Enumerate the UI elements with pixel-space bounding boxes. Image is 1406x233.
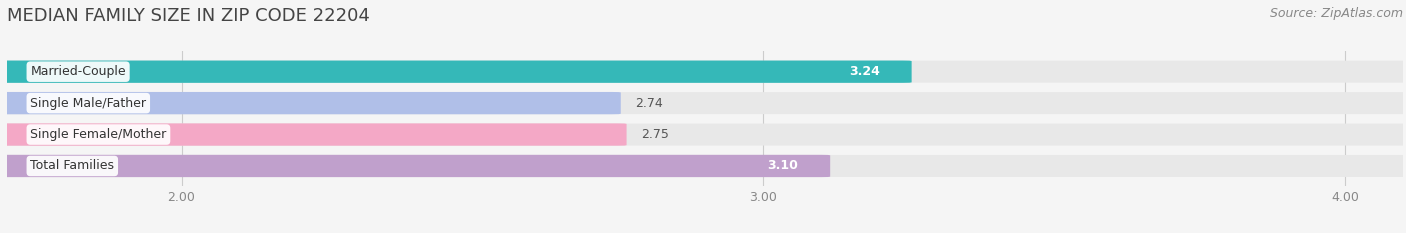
Text: 3.10: 3.10 (768, 159, 799, 172)
Text: 2.74: 2.74 (636, 97, 664, 110)
FancyBboxPatch shape (1, 123, 1406, 146)
Text: 2.75: 2.75 (641, 128, 669, 141)
Text: Single Male/Father: Single Male/Father (31, 97, 146, 110)
FancyBboxPatch shape (0, 155, 830, 177)
FancyBboxPatch shape (1, 61, 1406, 83)
Text: MEDIAN FAMILY SIZE IN ZIP CODE 22204: MEDIAN FAMILY SIZE IN ZIP CODE 22204 (7, 7, 370, 25)
FancyBboxPatch shape (0, 92, 621, 114)
FancyBboxPatch shape (1, 92, 1406, 114)
Text: 3.24: 3.24 (849, 65, 880, 78)
Text: Source: ZipAtlas.com: Source: ZipAtlas.com (1270, 7, 1403, 20)
FancyBboxPatch shape (1, 155, 1406, 177)
FancyBboxPatch shape (0, 61, 911, 83)
Text: Single Female/Mother: Single Female/Mother (31, 128, 166, 141)
Text: Married-Couple: Married-Couple (31, 65, 127, 78)
FancyBboxPatch shape (0, 123, 627, 146)
Text: Total Families: Total Families (31, 159, 114, 172)
